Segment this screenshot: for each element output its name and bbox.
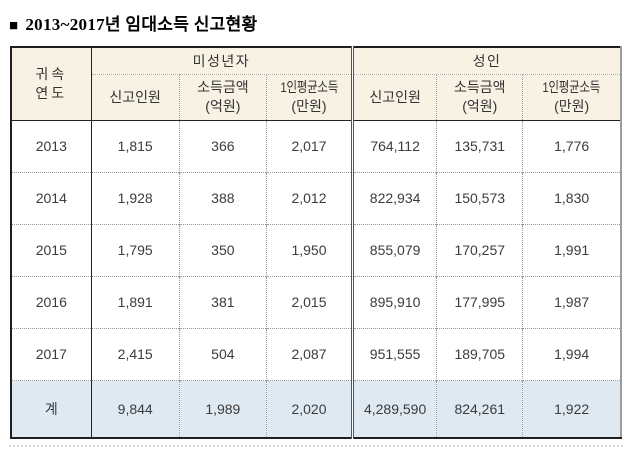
total-cell: 4,289,590 — [351, 379, 437, 438]
data-cell: 2,017 — [265, 120, 353, 172]
data-cell: 2,012 — [265, 171, 353, 224]
table-header: 귀속 연도 미성년자 성인 신고인원 소득금액 (억원) 1인평균소득 (만원) — [11, 47, 621, 121]
data-cell: 895,910 — [351, 275, 437, 328]
data-cell: 1,815 — [117, 138, 153, 154]
data-cell: 381 — [178, 275, 267, 328]
data-cell: 189,705 — [436, 327, 523, 380]
year-cell: 2014 — [11, 171, 92, 224]
corner-header-line2: 연도 — [35, 84, 68, 101]
year-cell: 2016 — [11, 275, 92, 328]
data-cell: 2,015 — [265, 275, 353, 328]
subheader-adult-count: 신고인원 — [351, 74, 437, 121]
table-body: 2013 1,815 366 2,017 764,112 135,731 1,7… — [11, 120, 621, 438]
subheader-adult-income-unit: (억원) — [462, 98, 498, 114]
year-cell: 2015 — [11, 223, 92, 276]
data-cell: 388 — [178, 171, 267, 224]
total-row: 계 9,844 1,989 2,020 4,289,590 824,261 1,… — [11, 379, 621, 438]
corner-header-line1: 귀속 — [35, 65, 68, 82]
square-bullet-icon: ■ — [9, 18, 19, 34]
subheader-minor-avg: 1인평균소득 (만원) — [265, 74, 353, 121]
data-cell: 822,934 — [351, 171, 437, 224]
data-cell: 1,830 — [522, 171, 621, 224]
data-cell: 150,573 — [436, 171, 523, 224]
subheader-minor-income-unit: (억원) — [205, 98, 241, 114]
data-cell: 1,991 — [522, 223, 621, 276]
subheader-adult-count-label: 신고인원 — [369, 89, 421, 105]
page-divider — [9, 445, 623, 447]
report-table: 귀속 연도 미성년자 성인 신고인원 소득금액 (억원) 1인평균소득 (만원) — [10, 46, 622, 439]
total-cell: 2,020 — [265, 379, 353, 438]
subheader-minor-avg-label: 1인평균소득 — [280, 79, 338, 95]
data-cell: 177,995 — [436, 275, 523, 328]
year-cell: 2013 — [11, 120, 92, 172]
data-cell: 1,987 — [522, 275, 621, 328]
data-cell: 764,112 — [351, 120, 437, 172]
data-cell: 2,415 — [91, 327, 180, 380]
subheader-minor-income-label: 소득금액 — [197, 79, 249, 95]
data-cell: 951,555 — [351, 327, 437, 380]
data-cell: 350 — [178, 223, 267, 276]
data-cell: 1,795 — [91, 223, 180, 276]
subheader-minor-avg-unit: (만원) — [291, 98, 327, 114]
table-row: 2017 2,415 504 2,087 951,555 189,705 1,9… — [11, 327, 621, 380]
total-label-cell: 계 — [11, 379, 92, 438]
subheader-minor-count: 신고인원 — [91, 74, 180, 121]
page-title-text: 2013~2017년 임대소득 신고현황 — [25, 15, 258, 34]
data-cell: 1,928 — [91, 171, 180, 224]
corner-header-cell: 귀속 연도 — [11, 47, 92, 121]
data-cell: 1,891 — [91, 275, 180, 328]
table-row: 2013 1,815 366 2,017 764,112 135,731 1,7… — [11, 120, 621, 172]
data-cell: 170,257 — [436, 223, 523, 276]
table-row: 2016 1,891 381 2,015 895,910 177,995 1,9… — [11, 275, 621, 328]
data-cell: 1,950 — [265, 223, 353, 276]
group-header-row: 귀속 연도 미성년자 성인 — [11, 47, 621, 121]
data-cell: 1,776 — [522, 120, 621, 172]
data-cell: 855,079 — [351, 223, 437, 276]
subheader-adult-avg: 1인평균소득 (만원) — [522, 74, 621, 121]
subheader-row: 신고인원 소득금액 (억원) 1인평균소득 (만원) 신고인원 소득금액 (억원… — [11, 74, 621, 121]
page-title: ■ 2013~2017년 임대소득 신고현황 — [9, 10, 630, 35]
total-cell: 1,989 — [178, 379, 267, 438]
table-row: 2014 1,928 388 2,012 822,934 150,573 1,8… — [11, 171, 621, 224]
total-cell: 1,922 — [522, 379, 621, 438]
data-cell: 366 — [178, 120, 267, 172]
data-cell: 135,731 — [436, 120, 523, 172]
group-header-adult: 성인 — [351, 47, 621, 75]
data-cell: 1,994 — [522, 327, 621, 380]
data-cell: 504 — [178, 327, 267, 380]
group-header-minor: 미성년자 — [91, 47, 353, 75]
table-row: 2015 1,795 350 1,950 855,079 170,257 1,9… — [11, 223, 621, 276]
subheader-minor-count-label: 신고인원 — [109, 89, 161, 105]
subheader-adult-avg-label: 1인평균소득 — [542, 79, 601, 95]
data-cell: 2,087 — [265, 327, 353, 380]
subheader-adult-income: 소득금액 (억원) — [436, 74, 523, 121]
subheader-minor-income: 소득금액 (억원) — [178, 74, 267, 121]
total-cell: 9,844 — [91, 379, 180, 438]
subheader-adult-income-label: 소득금액 — [453, 79, 506, 95]
subheader-adult-avg-unit: (만원) — [554, 98, 590, 114]
year-cell: 2017 — [11, 327, 92, 380]
total-cell: 824,261 — [436, 379, 523, 438]
